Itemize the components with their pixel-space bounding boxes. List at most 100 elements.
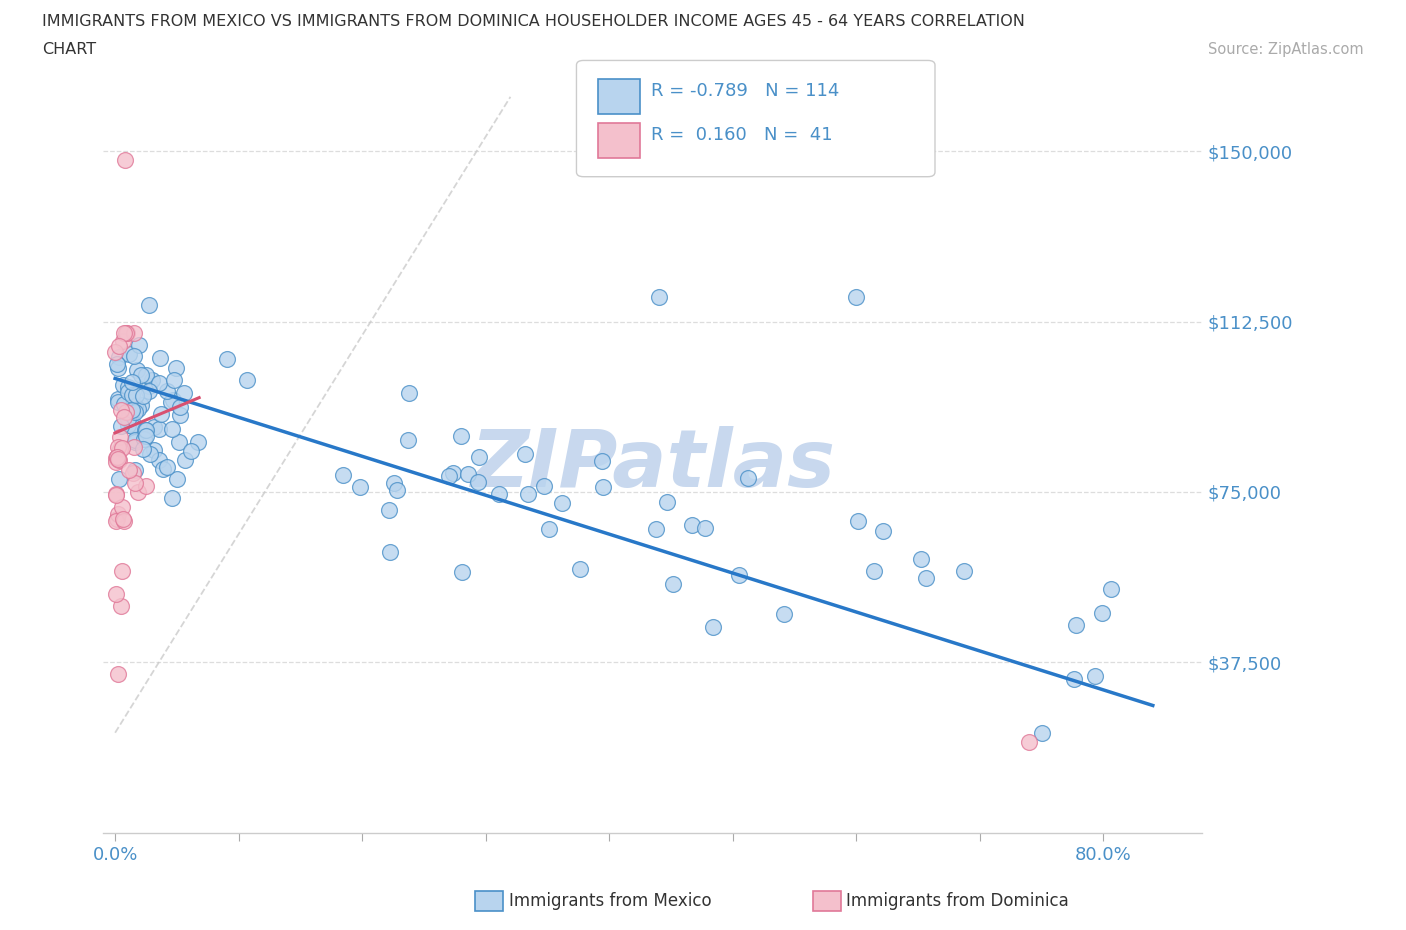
Point: [910, 551, 932, 566]
Point: [160, 421, 183, 436]
Point: [104, 587, 127, 602]
Point: [163, 373, 186, 388]
Point: [551, 496, 574, 511]
Point: [138, 379, 160, 393]
Point: [152, 462, 174, 477]
Point: [1018, 735, 1040, 750]
Point: [122, 326, 145, 340]
Point: [132, 389, 155, 404]
Point: [107, 472, 129, 486]
Point: [1099, 581, 1122, 596]
Point: [104, 345, 127, 360]
Point: [138, 298, 160, 312]
Point: [173, 386, 195, 401]
Point: [107, 452, 129, 467]
Text: Immigrants from Dominica: Immigrants from Dominica: [846, 892, 1069, 910]
Point: [112, 512, 135, 526]
Point: [1031, 725, 1053, 740]
Point: [104, 513, 127, 528]
Point: [105, 450, 128, 465]
Point: [129, 367, 152, 382]
Point: [1064, 618, 1087, 632]
Point: [236, 372, 259, 387]
Point: [110, 564, 132, 578]
Point: [149, 351, 172, 365]
Point: [215, 352, 238, 366]
Point: [118, 346, 141, 361]
Point: [121, 417, 143, 432]
Point: [138, 383, 160, 398]
Point: [143, 419, 166, 434]
Point: [107, 453, 129, 468]
Text: ZIPatlas: ZIPatlas: [470, 426, 835, 504]
Point: [107, 392, 129, 407]
Point: [846, 513, 869, 528]
Point: [451, 565, 474, 579]
Point: [108, 442, 131, 457]
Point: [114, 153, 136, 167]
Point: [457, 467, 479, 482]
Point: [592, 479, 614, 494]
Point: [134, 422, 156, 437]
Point: [108, 430, 131, 445]
Point: [124, 399, 146, 414]
Point: [662, 577, 685, 591]
Point: [117, 418, 139, 432]
Point: [952, 564, 974, 578]
Point: [117, 379, 139, 394]
Point: [134, 422, 156, 437]
Point: [135, 429, 157, 444]
Point: [110, 403, 132, 418]
Point: [129, 397, 152, 412]
Text: IMMIGRANTS FROM MEXICO VS IMMIGRANTS FROM DOMINICA HOUSEHOLDER INCOME AGES 45 - : IMMIGRANTS FROM MEXICO VS IMMIGRANTS FRO…: [42, 14, 1025, 29]
Point: [107, 360, 129, 375]
Point: [105, 357, 128, 372]
Point: [110, 418, 132, 433]
Point: [124, 475, 146, 490]
Point: [122, 466, 145, 481]
Point: [533, 479, 555, 494]
Point: [117, 385, 139, 400]
Point: [378, 545, 401, 560]
Point: [165, 361, 187, 376]
Point: [115, 326, 138, 340]
Point: [107, 506, 129, 521]
Point: [537, 522, 560, 537]
Point: [121, 374, 143, 389]
Point: [112, 409, 135, 424]
Point: [105, 512, 128, 526]
Point: [142, 443, 165, 458]
Point: [162, 392, 184, 407]
Point: [657, 494, 679, 509]
Point: [450, 429, 472, 444]
Point: [156, 383, 179, 398]
Point: [728, 567, 751, 582]
Point: [187, 434, 209, 449]
Point: [131, 442, 153, 457]
Point: [132, 432, 155, 446]
Point: [125, 363, 148, 378]
Point: [115, 405, 138, 419]
Point: [124, 432, 146, 447]
Point: [128, 338, 150, 352]
Point: [122, 440, 145, 455]
Point: [647, 289, 669, 304]
Point: [162, 490, 184, 505]
Point: [148, 376, 170, 391]
Point: [118, 405, 141, 419]
Point: [148, 421, 170, 436]
Point: [105, 486, 128, 501]
Point: [441, 465, 464, 480]
Point: [124, 434, 146, 449]
Text: Immigrants from Mexico: Immigrants from Mexico: [509, 892, 711, 910]
Point: [396, 432, 419, 447]
Point: [568, 562, 591, 577]
Point: [110, 599, 132, 614]
Point: [517, 486, 540, 501]
Point: [1063, 671, 1085, 686]
Point: [141, 372, 163, 387]
Point: [112, 513, 135, 528]
Text: R =  0.160   N =  41: R = 0.160 N = 41: [651, 126, 832, 143]
Point: [124, 405, 146, 419]
Point: [681, 518, 703, 533]
